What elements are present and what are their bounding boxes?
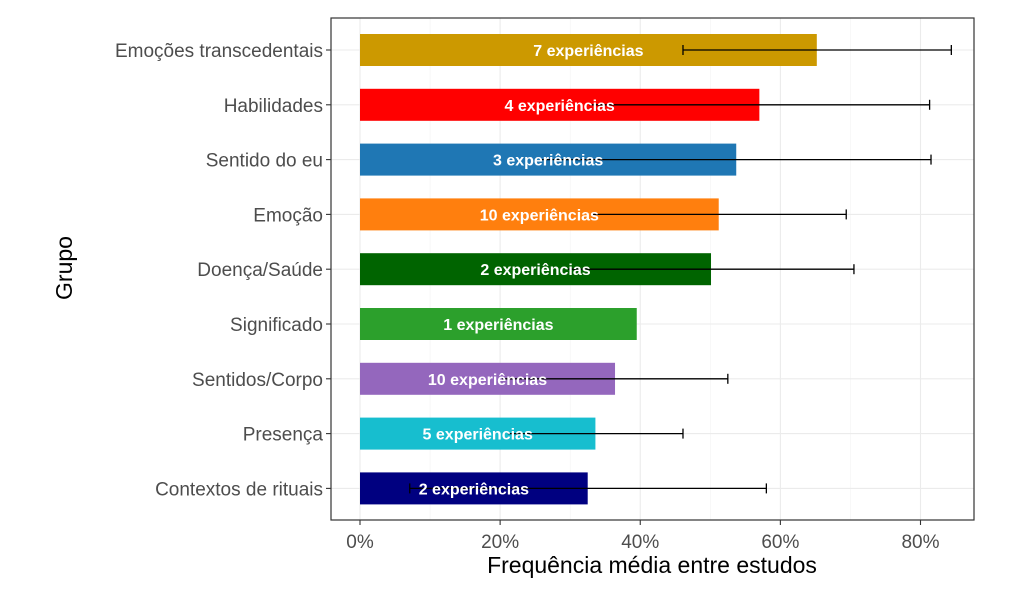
bar-label: 10 experiências: [428, 372, 547, 389]
y-tick-label: Habilidades: [224, 96, 323, 117]
y-tick-label: Emoção: [253, 205, 323, 226]
y-axis-title: Grupo: [51, 236, 77, 300]
bars: [360, 34, 817, 505]
y-axis: Emoções transcedentais Habilidades Sentido…: [115, 41, 331, 500]
x-tick-label: 80%: [901, 532, 939, 553]
bar-label: 7 experiências: [533, 43, 643, 60]
y-tick-label: Significado: [230, 315, 323, 336]
bar-label: 3 experiências: [493, 153, 603, 170]
x-axis: 0% 20% 40% 60% 80%: [346, 520, 940, 553]
bar-label: 5 experiências: [423, 427, 533, 444]
bar-label: 2 experiências: [480, 262, 590, 279]
y-tick-label: Emoções transcedentais: [115, 41, 323, 62]
bar: [360, 308, 637, 340]
error-bars: [409, 45, 952, 494]
y-tick-label: Doença/Saúde: [197, 260, 323, 281]
y-tick-label: Sentido do eu: [206, 151, 323, 172]
x-tick-label: 20%: [481, 532, 519, 553]
bar-labels: 7 experiências 4 experiências 3 experiênci…: [419, 43, 644, 498]
x-tick-label: 0%: [346, 532, 374, 553]
y-tick-label: Sentidos/Corpo: [192, 370, 323, 391]
x-axis-title: Frequência média entre estudos: [487, 552, 817, 578]
y-tick-label: Contextos de rituais: [155, 479, 323, 500]
x-tick-label: 60%: [761, 532, 799, 553]
bar-label: 10 experiências: [480, 207, 599, 224]
bar-label: 2 experiências: [419, 481, 529, 498]
bar-label: 4 experiências: [505, 98, 615, 115]
y-tick-label: Presença: [243, 425, 324, 446]
x-tick-label: 40%: [621, 532, 659, 553]
bar-label: 1 experiências: [443, 317, 553, 334]
